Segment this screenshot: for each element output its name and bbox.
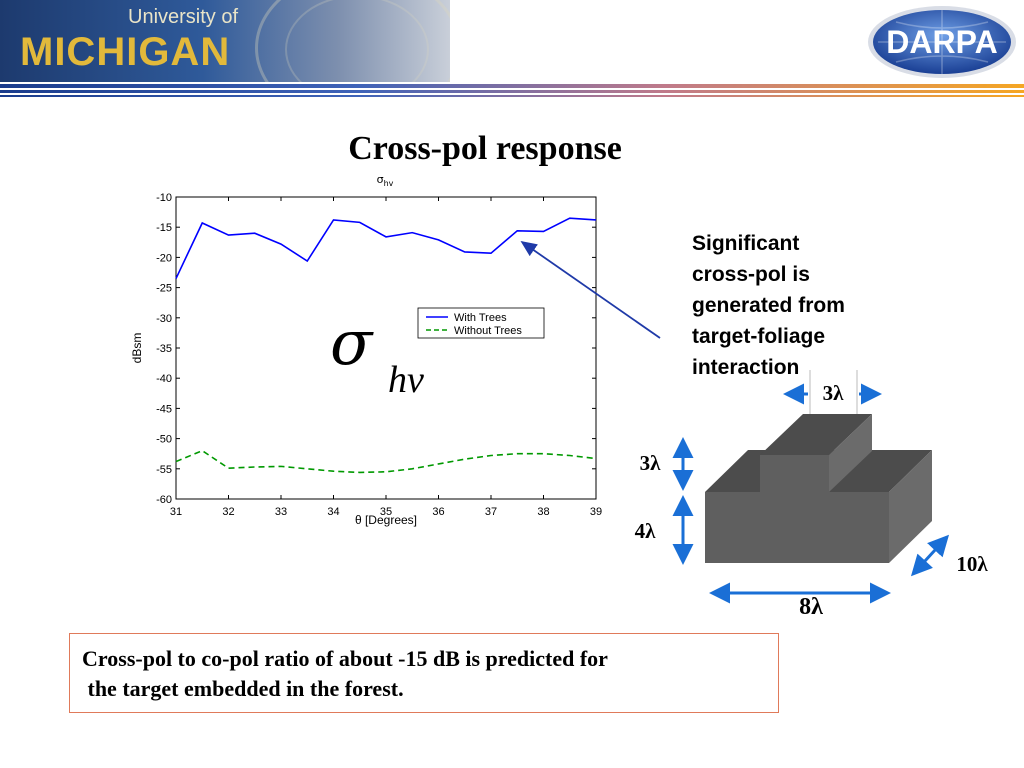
- rule-band-bottom: [0, 95, 1024, 97]
- darpa-logo: DARPA: [868, 6, 1016, 78]
- darpa-wordmark: DARPA: [886, 24, 997, 60]
- conclusion-line-1: Cross-pol to co-pol ratio of about -15 d…: [82, 646, 608, 671]
- y-tick-label: -55: [156, 464, 172, 476]
- x-axis-label: θ [Degrees]: [355, 513, 417, 527]
- y-tick-label: -30: [156, 313, 172, 325]
- rule-band-middle: [0, 90, 1024, 93]
- plot-title: σhv: [377, 173, 394, 188]
- plot-axes-frame: [175, 196, 597, 500]
- legend-label: Without Trees: [454, 325, 522, 337]
- university-banner: University of MICHIGAN: [0, 0, 450, 82]
- top-block-front-face: [760, 455, 829, 492]
- seal-inner-ring: [285, 0, 429, 82]
- darpa-logo-globe: [873, 10, 1011, 74]
- x-tick-label: 31: [170, 506, 182, 518]
- university-seal-watermark: [255, 0, 450, 82]
- target-block-diagram: 3λ 3λ 4λ 10λ 8λ: [635, 370, 988, 620]
- sigma-overlay-symbol: σ: [330, 306, 374, 379]
- x-tick-label: 35: [380, 506, 392, 518]
- rule-band-top: [0, 84, 1024, 88]
- callout-note: Significant cross-pol is generated from …: [692, 228, 907, 383]
- base-block-front-face: [705, 492, 889, 563]
- callout-line: cross-pol is: [692, 263, 810, 286]
- x-tick-label: 33: [275, 506, 287, 518]
- plot-series: [175, 217, 597, 474]
- callout-line: generated from: [692, 294, 845, 317]
- x-tick-label: 39: [590, 506, 602, 518]
- y-tick-label: -20: [156, 252, 172, 264]
- y-tick-label: -40: [156, 373, 172, 385]
- top-block-top-face: [760, 414, 872, 455]
- x-tick-label: 37: [485, 506, 497, 518]
- y-tick-label: -15: [156, 222, 172, 234]
- x-tick-label: 34: [327, 506, 339, 518]
- top-block-side-face: [829, 414, 872, 492]
- y-tick-label: -25: [156, 283, 172, 295]
- base-block-side-face: [889, 450, 932, 563]
- top-height-label: 3λ: [640, 451, 662, 475]
- university-name-line1: University of: [128, 6, 239, 28]
- y-tick-label: -50: [156, 434, 172, 446]
- y-axis-label: dBsm: [130, 333, 144, 364]
- series-line-with-trees: [175, 217, 597, 279]
- slide-title: Cross-pol response: [348, 130, 622, 167]
- callout-line: Significant: [692, 232, 800, 255]
- y-tick-label: -10: [156, 192, 172, 204]
- y-tick-label: -45: [156, 403, 172, 415]
- x-tick-label: 32: [222, 506, 234, 518]
- darpa-globe-lines: [878, 10, 1006, 74]
- plot-ticks: 31 32 33 34 35 36 37 38 39 -10 -15 -20 -25 -30 -35 -40 -…: [156, 192, 602, 518]
- depth-label: 10λ: [956, 552, 988, 576]
- conclusion-box: Cross-pol to co-pol ratio of about -15 d…: [69, 633, 779, 713]
- x-tick-label: 38: [537, 506, 549, 518]
- x-tick-label: 36: [432, 506, 444, 518]
- conclusion-line-2: the target embedded in the forest.: [82, 676, 404, 701]
- y-tick-label: -35: [156, 343, 172, 355]
- legend-label: With Trees: [454, 312, 507, 324]
- base-height-label: 4λ: [635, 519, 657, 543]
- callout-line: target-foliage: [692, 325, 826, 348]
- top-width-label: 3λ: [823, 381, 845, 405]
- university-name-line2: MICHIGAN: [20, 30, 231, 74]
- sigma-overlay-subscript: hv: [388, 359, 424, 401]
- header-color-rule: [0, 84, 1024, 97]
- y-tick-label: -60: [156, 494, 172, 506]
- base-width-label: 8λ: [799, 594, 823, 620]
- depth-arrow: [910, 534, 950, 577]
- callout-line: interaction: [692, 356, 800, 379]
- cross-pol-plot: σhv 31 32 33 34 35 36 37 38 39 -10 -15 -20 -25 -30 -35…: [130, 173, 602, 527]
